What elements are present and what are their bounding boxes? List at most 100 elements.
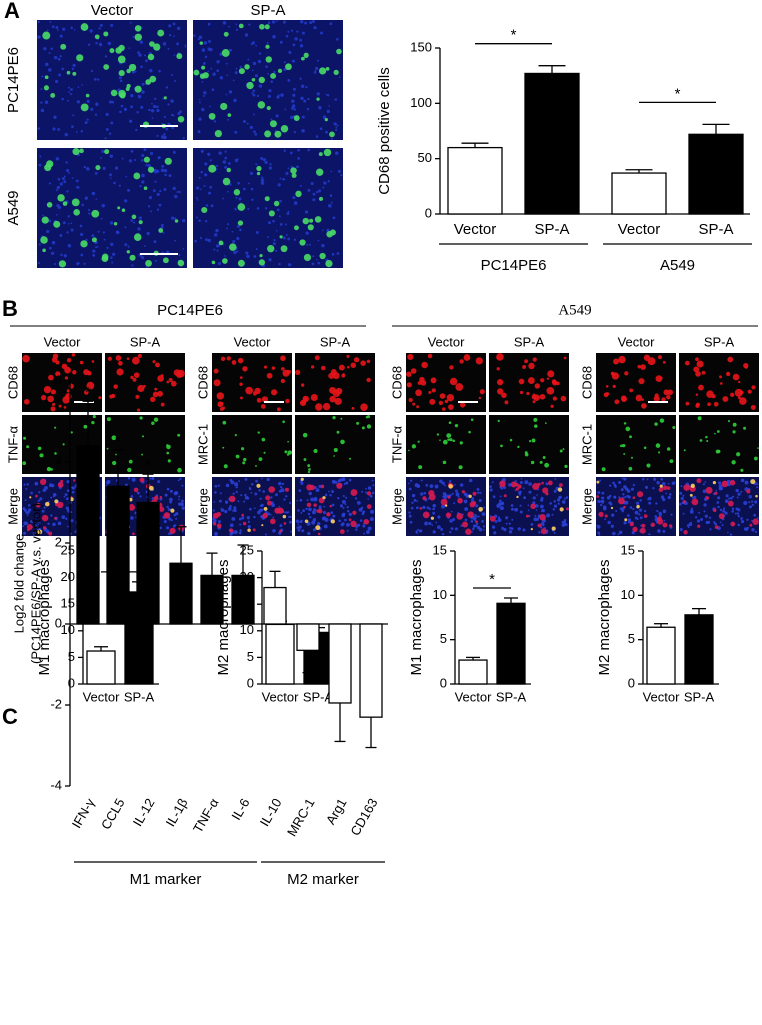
cell <box>734 512 737 515</box>
cell <box>531 438 536 443</box>
cell <box>667 495 671 500</box>
cell <box>299 38 303 42</box>
cell <box>419 507 423 510</box>
cell <box>268 89 272 93</box>
cell <box>176 190 179 193</box>
cell <box>612 531 616 536</box>
cell <box>210 67 213 70</box>
cell <box>689 493 693 497</box>
cell <box>59 233 63 237</box>
cell <box>694 516 698 519</box>
cell <box>297 148 300 152</box>
cell <box>340 174 343 177</box>
cell <box>273 239 276 242</box>
cell <box>246 516 251 520</box>
cell <box>276 208 280 212</box>
cell <box>204 173 208 177</box>
cell <box>130 105 133 109</box>
cell <box>728 497 731 500</box>
cell <box>606 496 611 500</box>
cell <box>662 529 666 533</box>
cell <box>328 204 332 208</box>
y-tick-label: 0 <box>425 205 432 220</box>
cell <box>509 526 512 530</box>
cell <box>524 359 529 364</box>
cell <box>283 61 286 64</box>
cell <box>94 172 98 175</box>
cell <box>297 528 301 532</box>
cell <box>293 225 299 231</box>
cell <box>297 157 300 160</box>
cell <box>372 484 375 487</box>
cell <box>228 528 234 533</box>
cell <box>267 21 271 25</box>
cell <box>454 527 458 531</box>
x-tick-label: SP-A <box>496 689 527 704</box>
cell <box>553 500 556 503</box>
y-tick-label: 25 <box>61 542 75 557</box>
cell <box>603 505 607 509</box>
cell <box>437 525 441 529</box>
cell <box>662 497 666 502</box>
group-label: M1 marker <box>130 871 202 888</box>
cell <box>340 523 344 527</box>
cell <box>285 495 288 498</box>
y-tick-label: 50 <box>418 150 432 165</box>
cell <box>719 382 723 385</box>
cell <box>519 510 523 514</box>
bar <box>169 562 193 625</box>
cell <box>474 519 476 522</box>
cell <box>428 521 432 526</box>
cell <box>756 517 759 520</box>
cell <box>370 509 375 514</box>
cell <box>695 393 699 397</box>
cell <box>315 135 319 138</box>
cell <box>666 486 671 490</box>
cell <box>52 127 56 131</box>
cell <box>727 356 734 363</box>
cell <box>243 500 246 503</box>
cell <box>365 530 370 534</box>
cell <box>40 394 47 401</box>
cell <box>727 500 734 507</box>
cell <box>312 255 315 258</box>
cell <box>643 446 647 450</box>
cell <box>138 220 143 225</box>
cell <box>193 69 200 76</box>
cell <box>134 33 142 41</box>
cell <box>697 524 701 528</box>
cell <box>43 85 50 91</box>
cell <box>211 88 215 92</box>
y-axis-label: CD68 positive cells <box>376 67 393 195</box>
cell <box>67 86 70 89</box>
cell <box>58 73 62 77</box>
cell <box>418 465 423 470</box>
cell <box>553 489 557 493</box>
cell <box>499 506 504 511</box>
cell <box>489 515 496 522</box>
x-tick-label: IL-6 <box>228 796 252 823</box>
cell <box>319 196 324 201</box>
cell <box>53 115 57 119</box>
cell <box>721 480 729 488</box>
bar <box>496 602 526 685</box>
cell <box>653 477 657 481</box>
cell <box>220 356 226 362</box>
cell <box>71 125 74 129</box>
cell <box>70 88 73 91</box>
cell <box>696 360 704 368</box>
cell <box>632 526 638 533</box>
cell <box>137 227 141 231</box>
cell <box>307 224 314 231</box>
cell <box>66 358 72 363</box>
cell <box>65 161 68 164</box>
cell <box>220 102 228 111</box>
cell <box>279 40 283 44</box>
cell <box>331 253 335 256</box>
cell <box>151 421 155 425</box>
cell <box>539 514 546 521</box>
cell <box>41 514 49 522</box>
cell <box>604 514 608 518</box>
cell <box>306 484 313 491</box>
cell <box>165 86 169 89</box>
